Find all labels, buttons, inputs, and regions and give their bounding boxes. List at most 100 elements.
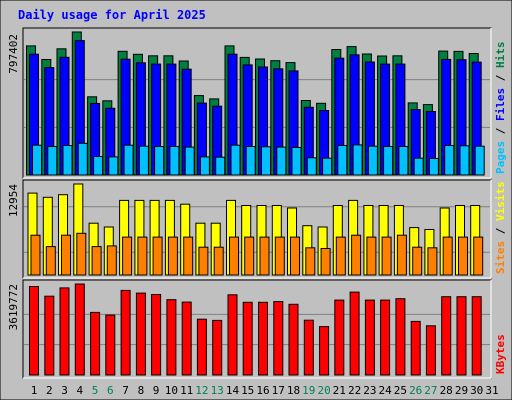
bar-pages-day-17 <box>276 146 287 176</box>
bar-pages-day-21 <box>337 145 348 176</box>
x-tick-label: 31 <box>485 384 498 397</box>
x-tick-label: 29 <box>455 384 468 397</box>
bar-kbytes-day-10 <box>166 299 177 376</box>
bar-sites-day-10 <box>167 236 178 276</box>
bar-pages-day-27 <box>428 158 439 176</box>
bar-pages-day-26 <box>413 157 424 176</box>
bar-sites-day-17 <box>274 236 285 276</box>
bar-kbytes-day-30 <box>471 296 482 376</box>
bar-pages-day-13 <box>215 156 226 176</box>
bar-pages-day-2 <box>47 146 58 176</box>
bar-pages-day-6 <box>108 156 119 176</box>
x-tick-label: 16 <box>256 384 269 397</box>
bar-pages-day-23 <box>367 145 378 176</box>
bar-pages-day-1 <box>32 144 42 176</box>
bar-kbytes-day-28 <box>441 296 452 376</box>
bar-sites-day-4 <box>76 232 87 276</box>
legend: Pages / Files / Hits <box>494 42 507 175</box>
bar-kbytes-day-22 <box>349 291 360 376</box>
x-tick-label: 6 <box>107 384 114 397</box>
x-tick-label: 11 <box>180 384 193 397</box>
bar-kbytes-day-15 <box>242 301 253 376</box>
bar-pages-day-29 <box>459 145 470 176</box>
x-tick-label: 20 <box>317 384 330 397</box>
bar-sites-day-6 <box>106 245 117 276</box>
bar-sites-day-2 <box>45 246 56 276</box>
legend-item-kbytes: KBytes <box>494 334 507 374</box>
y-axis-max-label: 12954 <box>7 184 20 217</box>
bar-pages-day-25 <box>398 146 409 176</box>
bar-sites-day-30 <box>473 236 484 276</box>
bar-sites-day-9 <box>152 236 163 276</box>
bar-kbytes-day-2 <box>44 295 55 376</box>
legend-separator: / <box>494 68 507 88</box>
x-tick-label: 1 <box>31 384 38 397</box>
legend-separator: / <box>494 121 507 141</box>
bar-pages-day-3 <box>62 145 73 176</box>
legend-item-sites: Sites <box>494 241 507 274</box>
bar-sites-day-12 <box>198 246 209 276</box>
bar-pages-day-7 <box>123 144 134 176</box>
bar-sites-day-14 <box>229 236 239 276</box>
x-tick-label: 7 <box>122 384 129 397</box>
x-tick-label: 30 <box>470 384 483 397</box>
bar-sites-day-26 <box>412 246 423 276</box>
bar-kbytes-day-7 <box>120 289 131 376</box>
x-tick-label: 2 <box>46 384 53 397</box>
bar-pages-day-4 <box>77 142 88 176</box>
x-tick-label: 18 <box>287 384 300 397</box>
bar-kbytes-day-6 <box>105 314 116 376</box>
legend-item-hits: Hits <box>494 42 507 69</box>
bar-pages-day-28 <box>444 145 455 176</box>
legend: Sites / Visits <box>494 181 507 274</box>
legend-item-pages: Pages <box>494 141 507 174</box>
bar-kbytes-day-11 <box>181 301 192 376</box>
x-tick-label: 21 <box>333 384 346 397</box>
x-tick-label: 17 <box>272 384 285 397</box>
bar-sites-day-7 <box>122 236 133 276</box>
bar-sites-day-16 <box>259 236 270 276</box>
bar-pages-day-14 <box>230 144 241 176</box>
bar-pages-day-11 <box>184 146 195 176</box>
x-tick-label: 28 <box>440 384 453 397</box>
bar-sites-day-1 <box>30 234 41 276</box>
bar-pages-day-24 <box>383 146 394 176</box>
bar-sites-day-5 <box>91 246 102 276</box>
bar-kbytes-day-29 <box>456 296 467 376</box>
bar-pages-day-5 <box>93 156 104 176</box>
bar-kbytes-day-8 <box>135 292 146 376</box>
bar-sites-day-13 <box>213 246 224 276</box>
x-tick-label: 8 <box>138 384 145 397</box>
bar-kbytes-day-9 <box>151 294 162 376</box>
bar-kbytes-day-5 <box>90 311 101 376</box>
bar-sites-day-29 <box>458 236 468 276</box>
x-tick-label: 10 <box>165 384 178 397</box>
bar-kbytes-day-24 <box>380 299 391 376</box>
legend-item-files: Files <box>494 88 507 121</box>
bar-kbytes-day-23 <box>364 299 375 376</box>
bar-sites-day-8 <box>137 236 148 276</box>
bar-pages-day-30 <box>474 145 485 176</box>
bar-sites-day-18 <box>290 236 300 276</box>
x-tick-label: 9 <box>153 384 160 397</box>
x-tick-label: 24 <box>378 384 392 397</box>
bar-kbytes-day-26 <box>410 320 421 376</box>
bar-sites-day-19 <box>305 247 316 276</box>
bar-kbytes-day-4 <box>74 283 85 376</box>
y-axis-max-label: 797402 <box>7 34 20 74</box>
x-tick-label: 22 <box>348 384 361 397</box>
bar-kbytes-day-16 <box>258 301 268 376</box>
legend-item-visits: Visits <box>494 181 507 221</box>
x-tick-label: 5 <box>92 384 99 397</box>
bar-kbytes-day-20 <box>319 326 330 376</box>
bar-kbytes-day-14 <box>227 294 238 376</box>
bar-sites-day-22 <box>351 234 362 276</box>
chart-title: Daily usage for April 2025 <box>18 8 206 22</box>
bar-kbytes-day-1 <box>29 286 39 376</box>
x-tick-label: 15 <box>241 384 254 397</box>
x-tick-label: 25 <box>394 384 407 397</box>
bar-kbytes-day-19 <box>303 319 314 376</box>
x-tick-label: 4 <box>76 384 83 397</box>
